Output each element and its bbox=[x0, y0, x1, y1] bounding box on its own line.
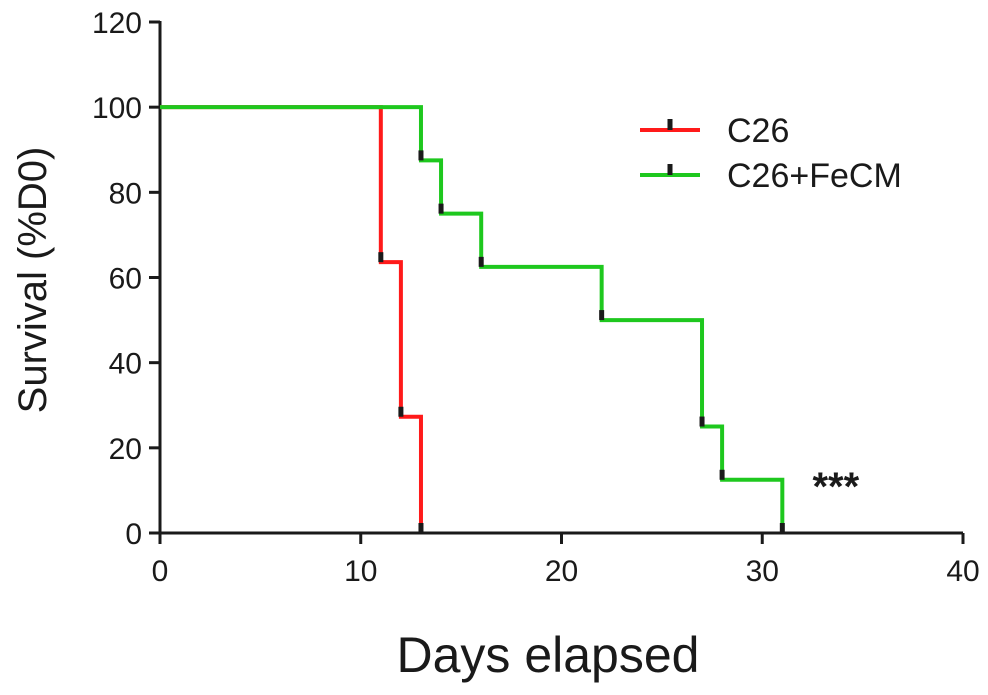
x-tick-label: 20 bbox=[545, 555, 578, 588]
x-ticks: 0 10 20 30 40 bbox=[152, 533, 980, 588]
event-tick bbox=[438, 203, 444, 214]
axes bbox=[158, 21, 963, 535]
x-tick-label: 10 bbox=[344, 555, 377, 588]
series-layer bbox=[160, 105, 785, 533]
legend-entry: C26 bbox=[640, 112, 789, 150]
event-tick bbox=[699, 416, 705, 427]
significance-annotation: *** bbox=[812, 465, 859, 509]
legend-label: C26 bbox=[727, 112, 789, 150]
y-ticks: 0 20 40 60 80 100 120 bbox=[92, 7, 160, 551]
x-tick-label: 30 bbox=[746, 555, 779, 588]
x-axis-title: Days elapsed bbox=[397, 627, 700, 683]
event-tick bbox=[719, 469, 725, 480]
y-tick-label: 20 bbox=[109, 433, 142, 466]
y-tick-label: 80 bbox=[109, 177, 142, 210]
event-tick bbox=[418, 523, 424, 533]
event-tick bbox=[378, 252, 384, 263]
series-c26 bbox=[160, 105, 424, 533]
x-tick-label: 40 bbox=[946, 555, 979, 588]
event-tick bbox=[398, 406, 404, 417]
y-tick-label: 100 bbox=[92, 92, 142, 125]
survival-curve bbox=[160, 105, 423, 533]
event-tick bbox=[418, 150, 424, 161]
legend-entry: C26+FeCM bbox=[640, 157, 902, 195]
event-tick bbox=[478, 256, 484, 267]
y-tick-label: 120 bbox=[92, 7, 142, 40]
series-c26-fecm bbox=[160, 105, 785, 533]
y-tick-label: 0 bbox=[125, 518, 142, 551]
x-tick-label: 0 bbox=[152, 555, 169, 588]
legend-tick bbox=[667, 119, 673, 130]
legend-tick bbox=[667, 164, 673, 175]
legend-label: C26+FeCM bbox=[727, 157, 902, 195]
y-tick-label: 60 bbox=[109, 263, 142, 296]
survival-curve bbox=[160, 105, 785, 533]
y-tick-label: 40 bbox=[109, 348, 142, 381]
y-axis-title: Survival (%D0) bbox=[11, 147, 55, 414]
event-tick bbox=[779, 523, 785, 533]
event-tick bbox=[599, 310, 605, 321]
annotation-layer: *** bbox=[812, 465, 859, 509]
legend: C26 C26+FeCM bbox=[640, 112, 902, 195]
